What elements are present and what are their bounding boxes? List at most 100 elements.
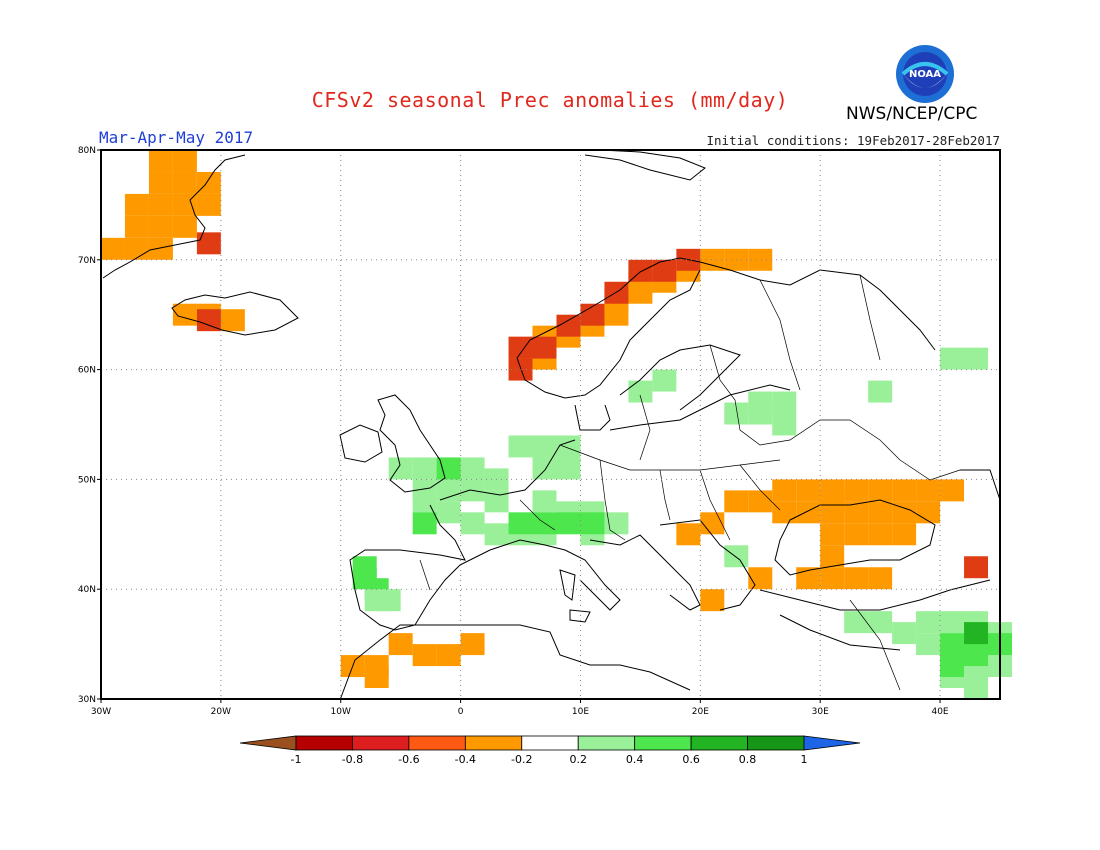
- colorbar-label: -0.4: [455, 753, 476, 766]
- anomaly-cell-scandinavia-baltic: [628, 380, 653, 403]
- anomaly-cell-ukraine-russia: [820, 523, 845, 546]
- lat-tick-label: 80N: [78, 146, 96, 156]
- map-frame: [100, 149, 1001, 700]
- lon-tick-label: 10W: [331, 707, 351, 717]
- anomaly-cell-ukraine-russia: [772, 479, 797, 502]
- colorbar-label: 1: [801, 753, 808, 766]
- anomaly-cell-ukraine-russia: [892, 479, 917, 502]
- coastlines: [102, 149, 1001, 701]
- anomaly-cell-france-alps: [436, 479, 461, 502]
- anomaly-cell-ukraine-russia: [748, 490, 773, 513]
- country-borders: [419, 274, 961, 691]
- anomaly-cell-ukraine-russia: [892, 501, 917, 524]
- anomaly-cell-morocco-algeria: [412, 644, 437, 667]
- anomaly-cell-france-alps: [412, 490, 437, 513]
- anomaly-cell-ukraine-russia: [724, 490, 749, 513]
- anomaly-cell-morocco-algeria: [436, 644, 461, 667]
- anomaly-cell-ukraine-russia: [820, 490, 845, 513]
- anomaly-cell-middle-east-wet: [940, 633, 965, 656]
- anomaly-cell-ukraine-russia: [868, 479, 893, 502]
- anomaly-cell-middle-east-wet: [964, 644, 989, 667]
- anomaly-cell-caucasus-dry: [964, 556, 989, 579]
- anomaly-cell-norway-coast-dry: [628, 259, 653, 282]
- anomaly-cell-greenland-east: [101, 237, 125, 260]
- colorbar-low-arrow: [239, 735, 297, 751]
- anomaly-cell-scandinavia-baltic: [652, 369, 677, 392]
- lon-tick-label: 40E: [931, 707, 948, 717]
- anomaly-cell-ukraine-russia: [676, 523, 701, 546]
- anomaly-cell-france-alps: [484, 523, 509, 546]
- lon-tick-label: 20W: [211, 707, 231, 717]
- anomaly-cell-ukraine-russia: [940, 479, 965, 502]
- anomaly-cell-balkan-aegean: [844, 611, 869, 634]
- colorbar-swatch: [464, 735, 523, 751]
- anomaly-cell-france-alps: [460, 512, 485, 535]
- anomaly-cell-france-alps: [532, 490, 557, 513]
- anomaly-cell-norway-coast: [700, 248, 725, 271]
- anomaly-cell-greenland-east: [124, 193, 149, 216]
- anomaly-cell-norway-coast-dry: [508, 358, 533, 381]
- anomaly-cell-alps-wet: [556, 512, 581, 535]
- anomaly-cell-ukraine-russia: [700, 512, 725, 535]
- anomaly-cell-ukraine-russia: [868, 567, 893, 590]
- colorbar-label: -0.8: [342, 753, 363, 766]
- anomaly-cell-iceland-west-dry: [196, 309, 221, 332]
- anomaly-cell-france-alps: [412, 457, 437, 480]
- anomaly-cell-alps-wet: [580, 512, 605, 535]
- anomaly-cell-alps-wet: [412, 512, 437, 535]
- anomaly-cell-greenland-east: [148, 215, 173, 238]
- anomaly-cell-scandinavia-baltic: [964, 347, 989, 370]
- anomaly-cell-greenland-east: [196, 193, 221, 216]
- anomaly-cell-alps-wet: [508, 512, 533, 535]
- anomaly-cell-france-alps: [532, 435, 557, 458]
- anomaly-cell-greenland-east: [124, 237, 149, 260]
- colorbar-label: 0.2: [569, 753, 587, 766]
- colorbar: -1 -0.8 -0.6 -0.4 -0.2 0.2 0.4 0.6 0.8 1: [239, 735, 861, 766]
- anomaly-cell-ukraine-russia: [868, 523, 893, 546]
- anomaly-cell-ukraine-russia: [844, 567, 869, 590]
- anomaly-cell-france-alps: [484, 490, 509, 513]
- anomaly-cell-middle-east: [964, 677, 989, 699]
- anomaly-cell-scandinavia-baltic: [868, 380, 893, 403]
- anomaly-cell-greenland-east: [196, 171, 221, 194]
- colorbar-swatch: [690, 735, 748, 751]
- anomaly-cell-ukraine-russia: [916, 501, 941, 524]
- axis-ticks: 30W 20W 10W 0 10E 20E 30E 40E 30N 40N 50N 60N 70N 80N: [78, 146, 949, 717]
- colorbar-swatch: [577, 735, 636, 751]
- colorbar-label: 0.4: [626, 753, 644, 766]
- anomaly-cell-scandinavia-baltic: [772, 391, 797, 414]
- anomaly-cell-greenland-east: [172, 215, 197, 238]
- anomaly-cell-france-alps: [556, 435, 581, 458]
- anomaly-cell-morocco-algeria: [388, 633, 413, 656]
- anomaly-cell-france-alps: [436, 501, 461, 524]
- anomaly-cell-scandinavia-baltic: [748, 402, 773, 425]
- anomaly-cell-middle-east: [916, 633, 941, 656]
- anomaly-cell-norway-coast: [748, 248, 773, 271]
- anomaly-cell-ukraine-russia: [700, 589, 725, 612]
- anomaly-cell-scandinavia-baltic: [940, 347, 965, 370]
- anomaly-cell-ukraine-russia: [868, 501, 893, 524]
- colorbar-swatch: [634, 735, 692, 751]
- anomaly-cell-middle-east: [940, 611, 965, 634]
- noaa-logo-icon: NOAA: [896, 45, 954, 103]
- anomaly-cell-alps-wet: [436, 457, 461, 480]
- anomaly-cell-norway-coast-dry: [508, 336, 533, 359]
- anomaly-cell-spain-portugal-wet: [364, 589, 389, 612]
- colorbar-label: 0.8: [739, 753, 757, 766]
- lat-tick-label: 70N: [78, 256, 96, 266]
- lon-tick-label: 10E: [572, 707, 589, 717]
- anomaly-cell-greenland-east: [172, 171, 197, 194]
- anomaly-cell-france-alps: [388, 457, 413, 480]
- anomaly-cell-greenland-east: [124, 215, 149, 238]
- anomaly-cell-scandinavia-baltic: [772, 413, 797, 436]
- anomaly-cell-greenland-east: [148, 150, 173, 172]
- anomaly-cell-ukraine-russia: [892, 523, 917, 546]
- map-title: CFSv2 seasonal Prec anomalies (mm/day): [311, 88, 789, 112]
- anomaly-cell-morocco-algeria: [364, 666, 389, 689]
- lon-tick-label: 0: [458, 707, 464, 717]
- lon-tick-label: 20E: [692, 707, 709, 717]
- colorbar-swatch: [295, 735, 353, 751]
- lat-tick-label: 30N: [78, 695, 96, 705]
- anomaly-cell-france-alps: [460, 457, 485, 480]
